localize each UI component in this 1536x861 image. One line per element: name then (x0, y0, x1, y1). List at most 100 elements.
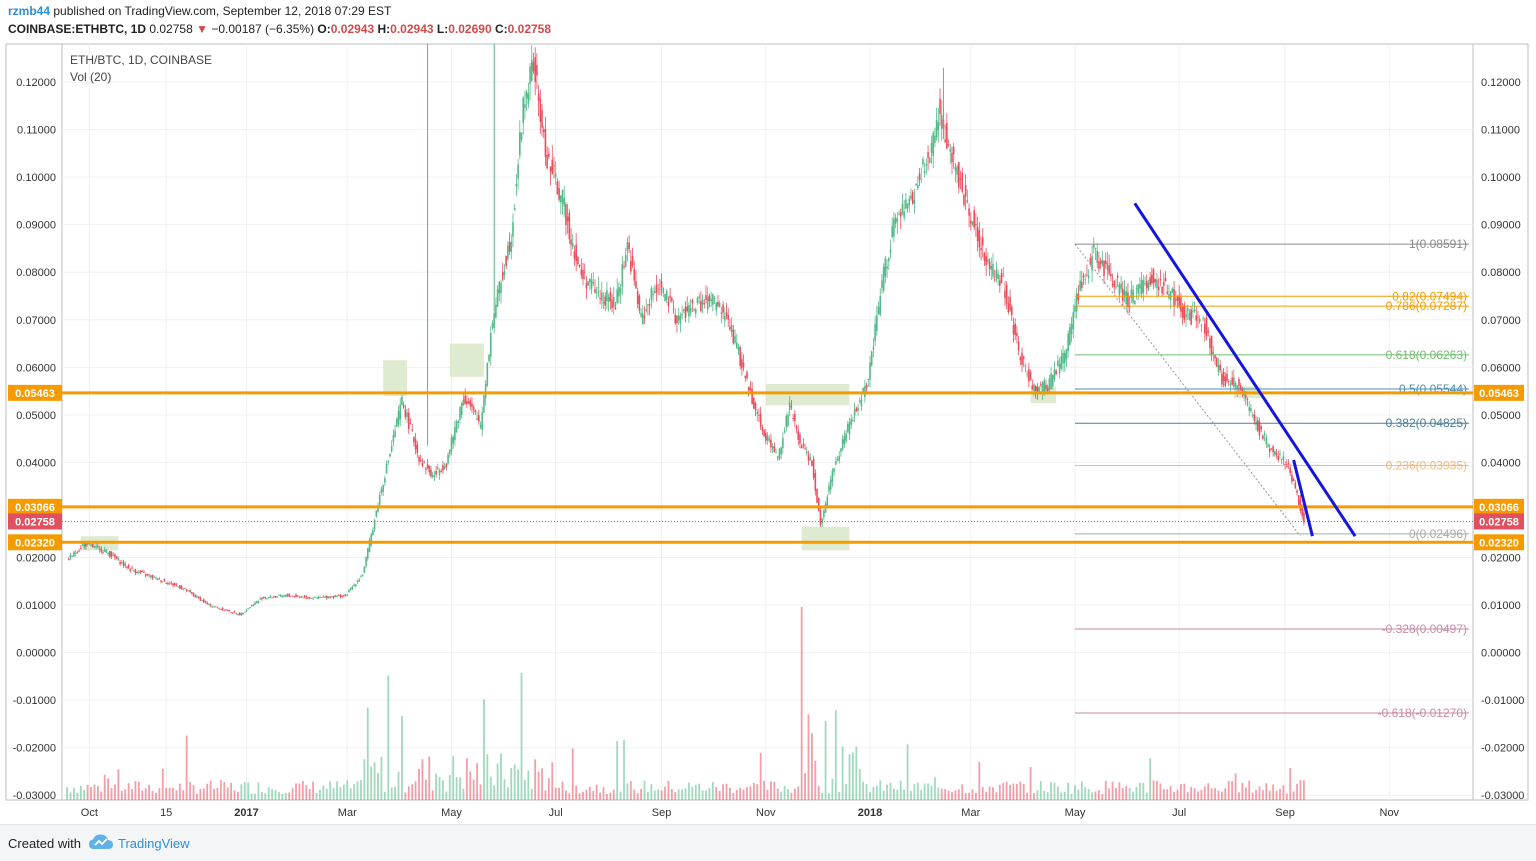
candle-body (1009, 296, 1011, 311)
candle-body (1028, 369, 1030, 382)
y-tick-right: -0.01000 (1481, 695, 1524, 707)
volume-bar (592, 790, 595, 800)
candle-body (1065, 349, 1068, 360)
candle-body (720, 312, 723, 314)
volume-bar (209, 780, 212, 800)
volume-bar (506, 787, 509, 800)
volume-bar (462, 788, 465, 800)
volume-bar (1251, 792, 1254, 800)
candle-body (1127, 292, 1129, 307)
volume-bar (271, 789, 274, 800)
candle-body (185, 589, 188, 592)
volume-bar (230, 782, 233, 800)
candle-body (329, 596, 331, 598)
candle-body (701, 299, 704, 305)
volume-bar (923, 783, 926, 800)
candle-body (633, 268, 636, 281)
volume-bar (336, 781, 338, 800)
volume-bar (124, 789, 127, 800)
volume-bar (711, 781, 714, 800)
candle-body (363, 566, 366, 574)
candle-body (1110, 273, 1112, 277)
volume-bar (243, 781, 246, 800)
volume-bar (1118, 782, 1121, 800)
candle-body (1135, 288, 1138, 290)
candle-body (1215, 357, 1218, 367)
candle-body (98, 547, 101, 550)
candle-body (858, 400, 861, 403)
candle-body (103, 549, 106, 552)
candle-body (437, 467, 439, 469)
candle-body (355, 584, 357, 586)
candle-body (86, 543, 89, 546)
volume-bar (472, 779, 475, 800)
candle-body (109, 550, 111, 557)
volume-bar (1053, 782, 1056, 800)
candle-body (396, 418, 398, 427)
candle-body (870, 351, 873, 366)
candle-body (484, 384, 487, 399)
candle-body (184, 587, 186, 589)
candle-body (445, 463, 448, 467)
candle-body (532, 62, 535, 72)
volume-bar (383, 791, 386, 800)
volume-bar (1080, 781, 1083, 800)
author-link[interactable]: rzmb44 (8, 4, 51, 18)
level-tag-left-label: 0.03066 (15, 502, 55, 514)
candle-body (261, 597, 263, 600)
volume-bar (831, 778, 834, 800)
candle-body (466, 400, 468, 405)
volume-bar (1275, 790, 1278, 800)
candle-body (1016, 332, 1018, 336)
price-chart[interactable]: 0.12000 0.12000 0.11000 0.11000 0.10000 0.100… (0, 40, 1536, 820)
volume-bar (828, 793, 830, 800)
candle-body (845, 433, 847, 441)
y-tick-left: 0.05000 (16, 410, 56, 422)
volume-bar (202, 788, 205, 800)
tradingview-link[interactable]: TradingView (118, 836, 190, 851)
candle-body (705, 295, 707, 300)
candle-body (1074, 305, 1076, 313)
candle-body (286, 594, 289, 596)
volume-bar (520, 672, 523, 800)
candle-body (387, 461, 390, 463)
candle-body (356, 581, 359, 583)
volume-bar (366, 707, 369, 800)
candle-body (624, 254, 627, 267)
volume-bar (325, 788, 328, 800)
candle-body (1092, 244, 1095, 248)
candle-body (1128, 306, 1131, 308)
volume-bar (76, 792, 79, 800)
candle-body (848, 422, 851, 435)
y-tick-right: 0.05000 (1481, 410, 1521, 422)
candle-body (756, 411, 759, 415)
candle-body (1277, 456, 1280, 461)
candle-body (150, 575, 152, 578)
volume-bar (565, 790, 567, 800)
volume-bar (206, 783, 209, 800)
x-tick-label: 15 (160, 807, 172, 819)
candle-body (1190, 309, 1192, 325)
candle-body (529, 66, 531, 84)
candle-body (560, 195, 562, 202)
candle-body (983, 252, 986, 261)
candle-body (946, 122, 948, 149)
candle-body (519, 131, 521, 156)
candle-body (206, 602, 208, 604)
candle-body (539, 98, 542, 122)
y-tick-right: 0.00000 (1481, 648, 1521, 660)
candle-body (1022, 356, 1025, 359)
candle-body (1106, 262, 1109, 270)
candle-body (652, 293, 654, 296)
price-change: −0.00187 (−6.35%) (211, 22, 315, 36)
candle-body (865, 385, 868, 389)
candle-body (160, 580, 162, 582)
volume-bar (100, 791, 103, 800)
volume-bar (479, 784, 482, 800)
candle-body (1089, 257, 1092, 265)
candle-body (1133, 300, 1136, 305)
candle-body (964, 185, 967, 197)
candle-body (1186, 308, 1189, 312)
volume-bar (1296, 783, 1298, 800)
volume-bar (1289, 768, 1292, 800)
